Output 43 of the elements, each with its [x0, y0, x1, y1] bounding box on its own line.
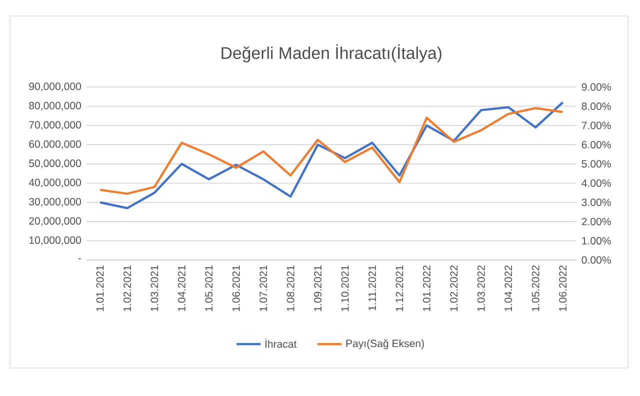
y2-tick-label: 9.00%	[582, 83, 611, 91]
y-tick-label: 10,000,000	[29, 236, 81, 246]
y-tick-label: 20,000,000	[29, 217, 81, 226]
legend-label: Payı(Sağ Eksen)	[346, 339, 424, 350]
y2-tick-label: 4.00%	[582, 179, 611, 187]
y2-tick-label: 5.00%	[582, 160, 611, 168]
x-tick-label: 1.03.2021	[150, 265, 158, 312]
chart-title: Değerli Maden İhracatı(İtalya)	[222, 44, 442, 62]
y2-tick-label: 6.00%	[582, 140, 611, 148]
line-series	[98, 101, 564, 210]
x-tick-label: 1.04.2021	[178, 265, 186, 312]
x-tick-label: 1.09.2021	[314, 265, 322, 312]
x-tick-label: 1.10.2021	[341, 265, 349, 312]
x-tick-label: 1.03.2022	[477, 266, 485, 312]
x-tick-label: 1.06.2021	[232, 265, 240, 312]
y-tick-label: 50,000,000	[29, 160, 81, 168]
y2-tick-label: 0.00%	[582, 256, 611, 264]
y-tick-label: 80,000,000	[29, 102, 81, 111]
y-tick-label: 30,000,000	[29, 198, 81, 207]
x-tick-label: 1.02.2022	[450, 266, 458, 312]
legend-label: İhracat	[265, 338, 297, 348]
x-tick-label: 1.05.2022	[532, 266, 540, 312]
x-tick-label: 1.11.2021	[368, 265, 376, 310]
x-tick-label: 1.04.2022	[504, 266, 512, 312]
x-tick-label: 1.08.2021	[286, 265, 294, 312]
y-tick-label: -	[78, 258, 81, 260]
y2-tick-label: 3.00%	[582, 198, 611, 206]
y-tick-label: 90,000,000	[29, 82, 81, 92]
line-series	[98, 107, 564, 195]
y2-tick-label: 1.00%	[582, 237, 611, 245]
x-tick-label: 1.02.2021	[123, 265, 131, 312]
y-tick-label: 60,000,000	[29, 140, 81, 150]
x-tick-label: 1.07.2021	[260, 265, 268, 312]
x-tick-label: 1.05.2021	[205, 265, 213, 312]
x-tick-label: 1.12.2021	[396, 265, 404, 312]
y2-tick-label: 8.00%	[582, 102, 611, 110]
x-tick-label: 1.06.2022	[559, 266, 567, 312]
x-tick-label: 1.01.2021	[96, 265, 104, 312]
y-tick-label: 70,000,000	[29, 121, 81, 130]
y2-tick-label: 2.00%	[582, 218, 611, 226]
y-tick-label: 40,000,000	[28, 178, 81, 188]
y2-tick-label: 7.00%	[582, 122, 611, 130]
x-tick-label: 1.01.2022	[422, 266, 430, 312]
